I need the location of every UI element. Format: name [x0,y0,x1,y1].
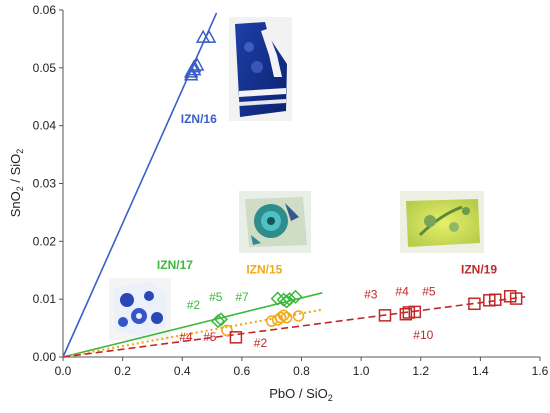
photo-izn16 [229,17,292,121]
sample-label: #5 [422,285,436,299]
sample-label: #4 [179,330,193,344]
photo-izn15 [239,191,311,253]
y-ticks: 0.00 0.01 0.02 0.03 0.04 0.05 0.06 [33,3,63,364]
data-point [277,309,290,322]
group-label: IZN/17 [157,258,193,272]
sample-label: #5 [209,290,223,304]
data-point [210,314,226,329]
y-tick-label: 0.06 [33,3,57,17]
x-tick-label: 1.2 [412,364,429,378]
data-point [378,309,392,322]
x-tick-label: 0.4 [174,364,191,378]
x-tick-label: 1.4 [472,364,489,378]
y-tick-label: 0.02 [33,234,57,248]
data-point [288,289,303,304]
sample-label: #7 [235,290,249,304]
y-tick-label: 0.01 [33,292,57,306]
data-point [189,57,205,71]
x-tick-label: 0.8 [293,364,310,378]
group-label: IZN/15 [246,263,282,277]
sample-label: #10 [413,328,433,342]
data-point [408,305,422,319]
y-tick-label: 0.05 [33,61,57,75]
x-axis-title: PbO / SiO2 [269,386,333,403]
y-tick-label: 0.03 [33,177,57,191]
data-point [292,310,305,322]
data-point [276,292,291,307]
data-point [509,292,523,305]
trend-line [62,296,526,358]
data-point [229,331,243,344]
data-point [279,294,294,309]
data-point [213,312,229,327]
group-label: IZN/19 [461,263,497,277]
x-tick-label: 1.0 [353,364,370,378]
photo-izn19 [400,191,484,253]
data-point [186,59,202,73]
sample-label: #3 [364,288,378,302]
trend-line [62,308,323,359]
x-tick-label: 0.2 [114,364,131,378]
data-point [489,293,502,306]
photo-izn17 [109,278,171,340]
y-axis-title: SnO2 / SiO2 [8,149,25,218]
data-point [201,29,217,43]
x-tick-label: 0.6 [234,364,251,378]
sample-label: #4 [395,285,409,299]
sample-label: #2 [187,298,201,312]
x-tick-label: 1.6 [532,364,549,378]
x-tick-label: 0.0 [55,364,72,378]
y-tick-label: 0.04 [33,119,57,133]
annotations: IZN/16 IZN/17 IZN/15 IZN/19 #2 #5 #7 #4 #5 #2 #3 #4… [157,112,497,350]
x-ticks: 0.0 0.2 0.4 0.6 0.8 1.0 1.2 1.4 1.6 [55,357,549,378]
sample-label: #2 [254,336,268,350]
data-point [468,297,481,311]
sample-label: #5 [203,330,217,344]
data-point [399,307,413,321]
data-points [183,29,523,344]
y-tick-label: 0.00 [33,350,57,364]
data-point [280,311,293,324]
group-label: IZN/16 [181,112,217,126]
data-point [282,292,297,307]
data-point [221,324,233,337]
data-point [274,311,287,324]
